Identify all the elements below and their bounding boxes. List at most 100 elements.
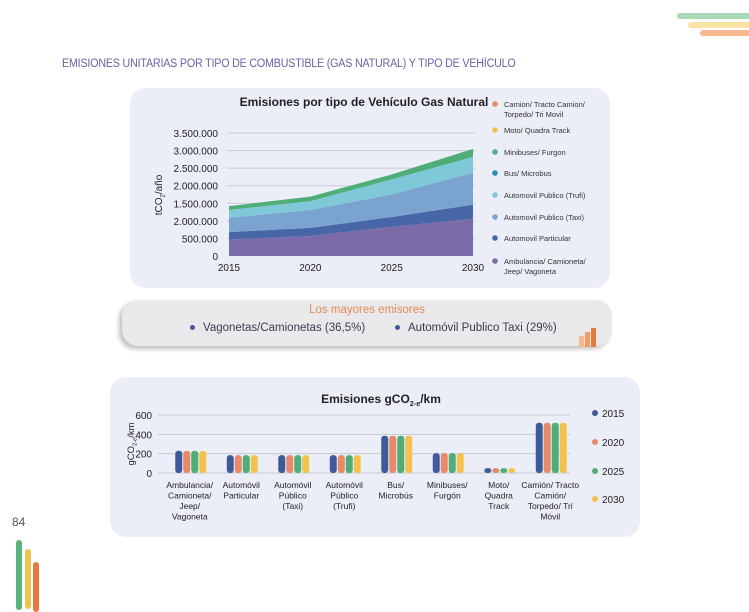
y-tick-label: 2.000.000 [174, 182, 219, 193]
x-tick-label: Público [279, 491, 307, 501]
bar [345, 455, 353, 473]
y-axis-label: gCO2-e/km [126, 422, 138, 465]
legend-marker [592, 496, 598, 502]
area-series [229, 148, 473, 210]
y-tick-label: 0 [212, 252, 218, 263]
legend-marker [492, 170, 498, 176]
x-tick-label: Público [330, 491, 358, 501]
x-tick-label: (Taxi) [282, 501, 303, 511]
bar [535, 422, 543, 473]
legend-marker [492, 127, 498, 133]
x-tick-label: Ambulancia/ [166, 480, 213, 490]
y-tick-label: 2.000.000 [174, 217, 219, 228]
legend-label: Automovil Publico (Taxi) [504, 213, 585, 222]
bar [389, 435, 397, 473]
x-tick-label: 2025 [381, 263, 404, 274]
legend-marker [492, 214, 498, 220]
bar [183, 450, 191, 473]
x-tick-label: Moto/ [488, 480, 510, 490]
y-tick-label: 400 [135, 430, 152, 441]
legend-label: Ambulancia/ Camioneta/ [504, 257, 587, 266]
chart-title: Emisiones gCO2-e/km [321, 392, 441, 408]
bar [440, 453, 448, 473]
y-tick-label: 2.500.000 [174, 164, 219, 175]
bar [329, 455, 337, 473]
legend-label: 2015 [602, 409, 625, 420]
x-tick-label: Automóvil [326, 480, 363, 490]
area-chart: Emisiones por tipo de Vehículo Gas Natur… [154, 95, 587, 276]
legend-label: Automovil Particular [504, 234, 571, 243]
decor-bar-green [677, 13, 749, 19]
area-series [229, 156, 473, 218]
x-tick-label: Vagoneta [172, 512, 208, 522]
legend-label: 2025 [602, 467, 625, 478]
bar [250, 455, 258, 473]
x-tick-label: Automóvil [223, 480, 260, 490]
legend-marker [592, 410, 598, 416]
bar [234, 455, 242, 473]
x-tick-label: Track [488, 501, 510, 511]
bar [456, 453, 464, 473]
legend-label: Minibuses/ Furgon [504, 148, 566, 157]
bar [500, 468, 508, 473]
top-emitters-box: Los mayores emisores Vagonetas/Camioneta… [122, 300, 612, 347]
decor-vbar-green [16, 540, 22, 610]
x-tick-label: Bus/ [387, 480, 405, 490]
area-chart-card: Emisiones por tipo de Vehículo Gas Natur… [130, 88, 610, 288]
x-tick-label: Particular [223, 491, 259, 501]
bar [226, 455, 234, 473]
bar [353, 455, 361, 473]
legend-label: Torpedo/ Tri Movil [504, 110, 564, 119]
x-tick-label: Furgón [434, 491, 461, 501]
y-tick-label: 0 [146, 469, 152, 480]
x-tick-label: 2015 [218, 263, 241, 274]
bar [175, 450, 183, 473]
bar [294, 455, 302, 473]
legend-label: 2030 [602, 495, 625, 506]
emitter-label: Automóvil Publico Taxi (29%) [408, 322, 557, 334]
bar [191, 450, 199, 473]
legend-marker [592, 439, 598, 445]
x-tick-label: Torpedo/ Tri [528, 501, 573, 511]
bar [199, 450, 207, 473]
y-tick-label: 500.000 [182, 234, 219, 245]
bar [242, 455, 250, 473]
bar [432, 453, 440, 473]
bar [286, 455, 294, 473]
emitter-item: Automóvil Publico Taxi (29%) [395, 322, 557, 334]
legend-marker [592, 468, 598, 474]
page-number: 84 [12, 515, 26, 529]
bar [302, 455, 310, 473]
bar [492, 468, 500, 473]
decor-vbar-orange [33, 562, 39, 612]
x-tick-label: Móvil [540, 512, 560, 522]
x-tick-label: (Trufi) [333, 501, 356, 511]
bullet-icon [395, 325, 400, 331]
summary-title: Los mayores emisores [309, 304, 425, 316]
legend-marker [492, 258, 498, 264]
bar [551, 422, 559, 473]
bar [448, 453, 456, 473]
chart-title: Emisiones por tipo de Vehículo Gas Natur… [240, 95, 489, 109]
page-heading: EMISIONES UNITARIAS POR TIPO DE COMBUSTI… [62, 58, 516, 70]
y-tick-label: 200 [135, 450, 152, 461]
y-tick-label: 3.500.000 [174, 129, 219, 140]
bar [559, 422, 567, 473]
legend-label: Automovil Publico (Trufi) [504, 191, 586, 200]
x-tick-label: 2020 [299, 263, 322, 274]
bar [484, 468, 492, 473]
legend-label: Bus/ Microbus [504, 169, 552, 178]
x-tick-label: Automóvil [274, 480, 311, 490]
y-tick-label: 1.500.000 [174, 199, 219, 210]
y-tick-label: 600 [135, 411, 152, 422]
legend-marker [492, 149, 498, 155]
bar [508, 468, 516, 473]
y-tick-label: 3.000.000 [174, 147, 219, 158]
legend-marker [492, 235, 498, 241]
bar [543, 422, 551, 473]
bar [381, 435, 389, 473]
x-tick-label: Camión/ [534, 491, 566, 501]
x-tick-label: Camioneta/ [168, 491, 212, 501]
x-tick-label: Minibuses/ [427, 480, 468, 490]
